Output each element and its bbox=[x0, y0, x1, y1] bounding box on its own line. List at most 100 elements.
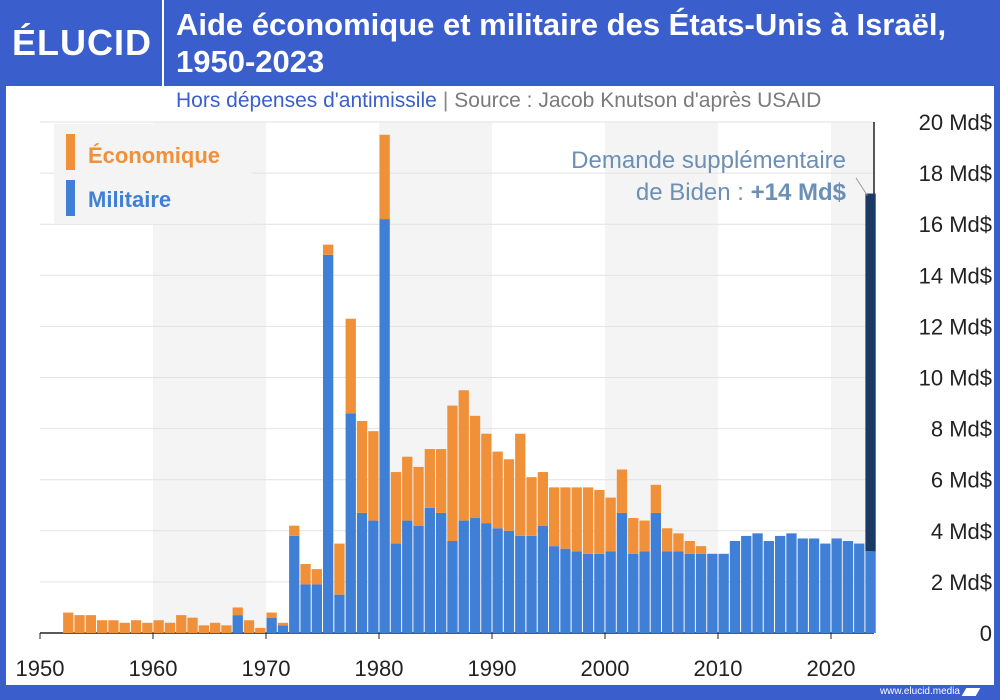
bar-biden-request bbox=[865, 193, 876, 552]
bar-militaire bbox=[650, 512, 661, 633]
bar-militaire bbox=[741, 535, 752, 633]
bar-militaire bbox=[662, 551, 673, 633]
bar-economique bbox=[503, 459, 515, 531]
x-tick-label: 1980 bbox=[355, 656, 404, 681]
bar-militaire bbox=[582, 553, 594, 633]
bar-militaire bbox=[831, 538, 842, 633]
bar-militaire bbox=[718, 553, 729, 633]
x-tick-label: 2000 bbox=[581, 656, 630, 681]
subtitle-line: Hors dépenses d'antimissile | Source : Jac… bbox=[176, 89, 821, 113]
bar-militaire bbox=[368, 520, 379, 633]
legend-label-economique: Économique bbox=[88, 143, 220, 168]
bar-economique bbox=[243, 620, 255, 633]
bar-militaire bbox=[447, 541, 458, 633]
legend-box bbox=[54, 124, 252, 224]
bar-economique bbox=[447, 405, 458, 542]
bar-economique bbox=[266, 612, 277, 618]
bar-economique bbox=[662, 528, 673, 552]
bar-militaire bbox=[605, 551, 616, 633]
bar-economique bbox=[289, 525, 300, 536]
bar-militaire bbox=[289, 535, 300, 633]
bar-economique bbox=[63, 612, 74, 633]
bar-militaire bbox=[334, 594, 345, 633]
y-tick-label: 2 Md$ bbox=[931, 570, 992, 595]
bar-militaire bbox=[232, 615, 243, 633]
bar-militaire bbox=[311, 584, 322, 633]
bar-economique bbox=[684, 541, 695, 554]
bar-economique bbox=[616, 469, 628, 513]
header: ÉLUCID Aide économique et militaire des … bbox=[0, 0, 1000, 86]
bar-militaire bbox=[560, 548, 571, 633]
bar-economique bbox=[187, 617, 198, 633]
source-note: Source : Jacob Knutson d'après USAID bbox=[454, 89, 822, 112]
bar-economique bbox=[492, 451, 503, 529]
bar-economique bbox=[379, 134, 390, 220]
bar-economique bbox=[695, 546, 707, 554]
bar-economique bbox=[481, 433, 492, 524]
bar-militaire bbox=[413, 525, 424, 633]
bar-economique bbox=[311, 569, 322, 585]
bar-militaire bbox=[345, 413, 356, 633]
bar-militaire bbox=[729, 541, 741, 633]
bar-economique bbox=[164, 622, 176, 633]
bar-economique bbox=[323, 244, 334, 255]
bar-economique bbox=[594, 489, 605, 554]
bar-economique bbox=[198, 625, 209, 633]
bar-economique bbox=[571, 487, 582, 552]
bar-militaire bbox=[808, 538, 820, 633]
bar-economique bbox=[458, 390, 469, 521]
bar-militaire bbox=[673, 551, 684, 633]
chart-subtitle: Hors dépenses d'antimissile bbox=[176, 89, 437, 112]
bar-militaire bbox=[537, 525, 548, 633]
bar-militaire bbox=[842, 541, 854, 633]
bar-militaire bbox=[379, 219, 390, 633]
y-tick-label: 16 Md$ bbox=[919, 212, 992, 237]
bar-militaire bbox=[526, 535, 537, 633]
bar-militaire bbox=[854, 543, 865, 633]
bar-economique bbox=[639, 520, 650, 552]
bar-economique bbox=[560, 487, 571, 549]
bar-economique bbox=[74, 615, 85, 633]
y-tick-label: 6 Md$ bbox=[931, 468, 992, 493]
bar-economique bbox=[436, 449, 447, 513]
annotation-value: +14 Md$ bbox=[751, 179, 847, 206]
bar-militaire bbox=[390, 543, 402, 633]
y-tick-label: 14 Md$ bbox=[919, 263, 992, 288]
bar-economique bbox=[119, 622, 130, 633]
bar-militaire bbox=[594, 553, 605, 633]
x-tick-label: 2020 bbox=[807, 656, 856, 681]
bar-militaire bbox=[616, 512, 628, 633]
y-tick-label: 20 Md$ bbox=[919, 110, 992, 135]
bar-militaire bbox=[515, 535, 526, 633]
bar-economique bbox=[97, 620, 108, 633]
footer-url[interactable]: www.elucid.media bbox=[879, 686, 960, 697]
bar-economique bbox=[537, 472, 548, 526]
bar-militaire bbox=[469, 518, 481, 633]
bar-economique bbox=[424, 449, 435, 508]
bar-militaire bbox=[503, 530, 515, 633]
x-tick-label: 2010 bbox=[694, 656, 743, 681]
bar-militaire bbox=[571, 551, 582, 633]
annotation-leader bbox=[855, 177, 868, 196]
legend-swatch-economique bbox=[66, 134, 75, 170]
bar-militaire bbox=[300, 584, 311, 633]
bar-economique bbox=[255, 627, 266, 633]
bar-militaire bbox=[549, 546, 560, 633]
bar-militaire bbox=[277, 625, 289, 633]
bar-militaire bbox=[458, 520, 469, 633]
bar-economique bbox=[356, 420, 368, 513]
bar-economique bbox=[334, 543, 345, 595]
x-tick-label: 1990 bbox=[468, 656, 517, 681]
bar-militaire bbox=[266, 617, 277, 633]
bar-militaire bbox=[707, 553, 718, 633]
bar-militaire bbox=[628, 553, 639, 633]
y-tick-label: 8 Md$ bbox=[931, 417, 992, 442]
x-tick-label: 1950 bbox=[16, 656, 65, 681]
bar-economique bbox=[277, 622, 289, 626]
bar-militaire bbox=[492, 528, 503, 633]
bar-militaire bbox=[820, 543, 831, 633]
bar-economique bbox=[130, 620, 142, 633]
elucid-logo: ÉLUCID bbox=[12, 22, 152, 63]
x-tick-label: 1970 bbox=[242, 656, 291, 681]
